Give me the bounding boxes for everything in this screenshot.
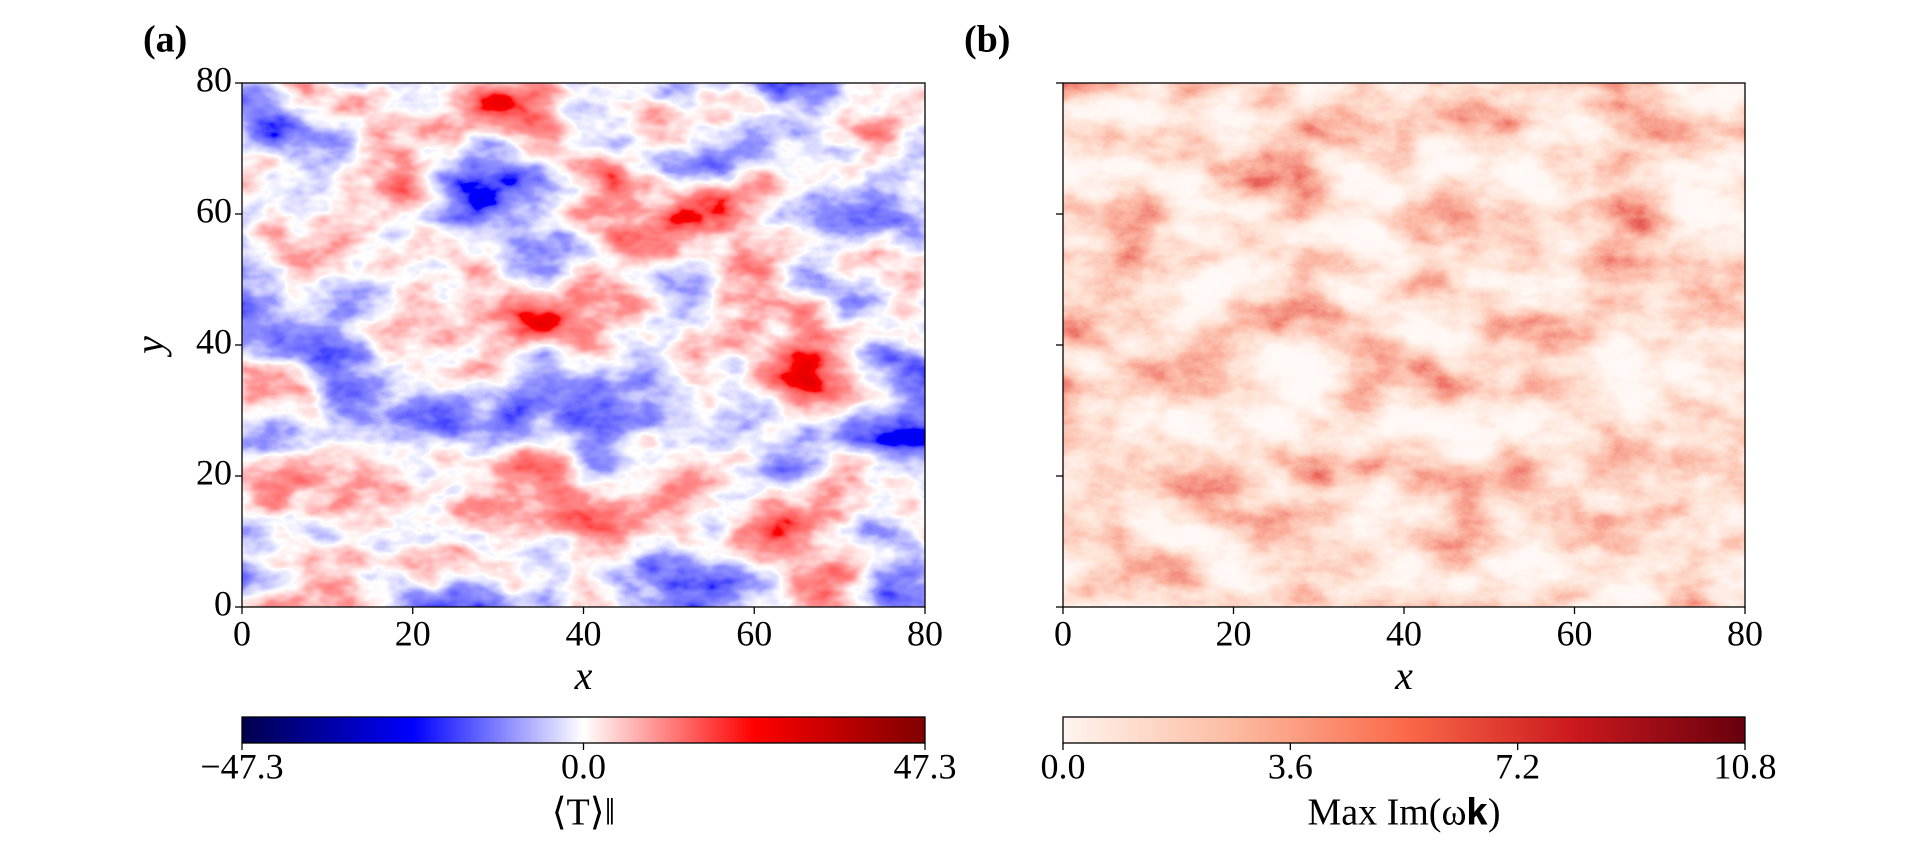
colorbar-tick-label: 0.0 [1041, 746, 1086, 786]
x-axis-label: x [574, 653, 593, 698]
heatmap-image [1063, 83, 1745, 607]
y-tick-label: 60 [196, 190, 232, 230]
colorbar [1062, 716, 1746, 744]
colorbar-tick-label: −47.3 [200, 746, 283, 786]
x-tick-label: 80 [907, 613, 943, 653]
colorbar-tick-label: 0.0 [561, 746, 606, 786]
y-tick-label: 20 [196, 452, 232, 492]
x-axis-label: x [1394, 653, 1413, 698]
colorbar-label: ⟨T⟩‖ [552, 792, 616, 834]
colorbar-tick-label: 3.6 [1268, 746, 1313, 786]
x-tick-label: 20 [395, 613, 431, 653]
colorbar [241, 716, 926, 744]
x-tick-label: 20 [1216, 613, 1252, 653]
y-tick-label: 40 [196, 321, 232, 361]
x-tick-label: 80 [1727, 613, 1763, 653]
x-tick-label: 0 [233, 613, 251, 653]
x-tick-label: 40 [566, 613, 602, 653]
panel-label: (b) [964, 19, 1010, 61]
x-tick-label: 60 [1557, 613, 1593, 653]
x-tick-label: 0 [1054, 613, 1072, 653]
colorbar-label: Max Im(ω𝐤) [1307, 792, 1500, 834]
colorbar-tick-label: 47.3 [894, 746, 957, 786]
colorbar-tick-label: 10.8 [1714, 746, 1777, 786]
heatmap-image [242, 83, 925, 607]
x-tick-label: 40 [1386, 613, 1422, 653]
y-tick-label: 80 [196, 59, 232, 99]
y-tick-label: 0 [214, 583, 232, 623]
panel-label: (a) [143, 19, 187, 61]
x-tick-label: 60 [736, 613, 772, 653]
colorbar-tick-label: 7.2 [1495, 746, 1540, 786]
y-axis-label: y [127, 336, 172, 358]
